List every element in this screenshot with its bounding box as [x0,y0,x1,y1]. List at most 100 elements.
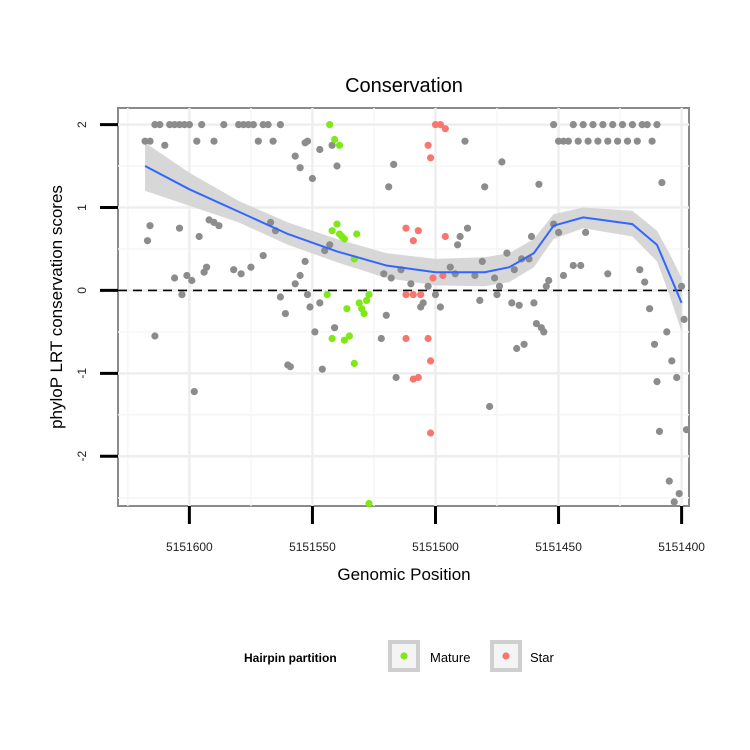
point-other [503,249,511,257]
point-other [230,266,238,274]
point-other [532,320,541,328]
point-other [326,241,334,249]
point-other [318,365,326,373]
point-mature [360,310,368,318]
point-star [424,334,432,343]
point-other [185,121,193,129]
point-mature [355,299,363,307]
point-other [316,299,324,307]
legend-label-mature: Mature [430,650,470,665]
point-other [190,388,198,396]
point-other [569,261,577,270]
point-other [609,121,617,129]
point-mature [350,359,358,367]
point-other [614,137,622,145]
point-other [535,180,543,188]
x-tick-label: 5151600 [166,540,213,554]
point-other [520,340,528,348]
y-tick-label: 2 [75,121,89,128]
legend-dot-star [502,652,510,660]
y-tick-label: 1 [75,204,89,211]
point-mature [335,141,344,149]
point-star [414,227,422,235]
point-star [427,154,435,162]
point-other [655,427,664,435]
point-other [392,373,400,382]
point-other [604,270,612,278]
point-other [385,183,393,191]
legend-title: Hairpin partition [244,651,337,665]
point-other [454,241,462,249]
point-mature [345,332,353,340]
x-axis-title: Genomic Position [337,565,470,584]
point-other [291,152,299,160]
point-other [146,222,154,230]
point-other [481,183,489,191]
point-other [286,363,294,371]
point-star [402,334,410,343]
point-other [188,276,196,285]
y-axis-title: phyloP LRT conservation scores [47,185,66,429]
point-other [495,282,504,290]
point-other [658,179,666,187]
point-star [409,237,417,245]
point-other [545,276,553,285]
chart-title: Conservation [345,75,463,97]
point-mature [340,235,348,243]
point-other [636,266,644,274]
point-other [559,271,568,280]
point-other [306,303,314,311]
x-tick-label: 5151500 [412,540,459,554]
point-other [633,137,641,145]
point-star [402,291,410,299]
point-star [414,373,422,382]
point-other [431,291,440,299]
point-other [673,373,681,382]
point-star [436,121,444,129]
point-star [441,125,449,133]
point-other [331,324,339,332]
point-mature [328,227,336,235]
point-other [510,266,518,274]
point-other [527,232,536,241]
point-star [424,141,432,149]
point-other [424,282,432,290]
point-other [264,121,272,129]
point-other [675,490,683,498]
point-star [429,274,437,282]
point-other [582,228,590,236]
point-other [577,261,585,270]
point-other [146,137,154,145]
point-other [203,263,211,271]
point-other [247,263,255,271]
point-mature [365,291,373,299]
plot-panel [117,107,690,507]
point-other [476,296,484,304]
point-other [456,232,464,241]
point-other [574,137,582,145]
point-mature [353,230,361,238]
point-other [390,160,398,168]
point-mature [323,291,331,299]
point-other [542,282,550,290]
point-other [377,334,385,343]
point-other [380,270,388,278]
point-other [486,402,494,411]
point-other [555,228,563,236]
point-other [623,137,632,145]
point-mature [331,135,339,144]
point-mature [363,296,371,304]
point-other [328,141,336,149]
point-other [183,271,191,280]
legend: Hairpin partition Mature Star [244,640,555,672]
smooth-trend-line [144,165,683,304]
point-other [151,332,159,340]
point-other [594,137,602,145]
point-other [668,357,676,365]
point-other [638,121,646,129]
point-other [641,278,649,286]
point-other [296,164,304,172]
point-other [215,222,223,230]
x-tick-label: 5151550 [289,540,336,554]
point-other [579,121,587,129]
